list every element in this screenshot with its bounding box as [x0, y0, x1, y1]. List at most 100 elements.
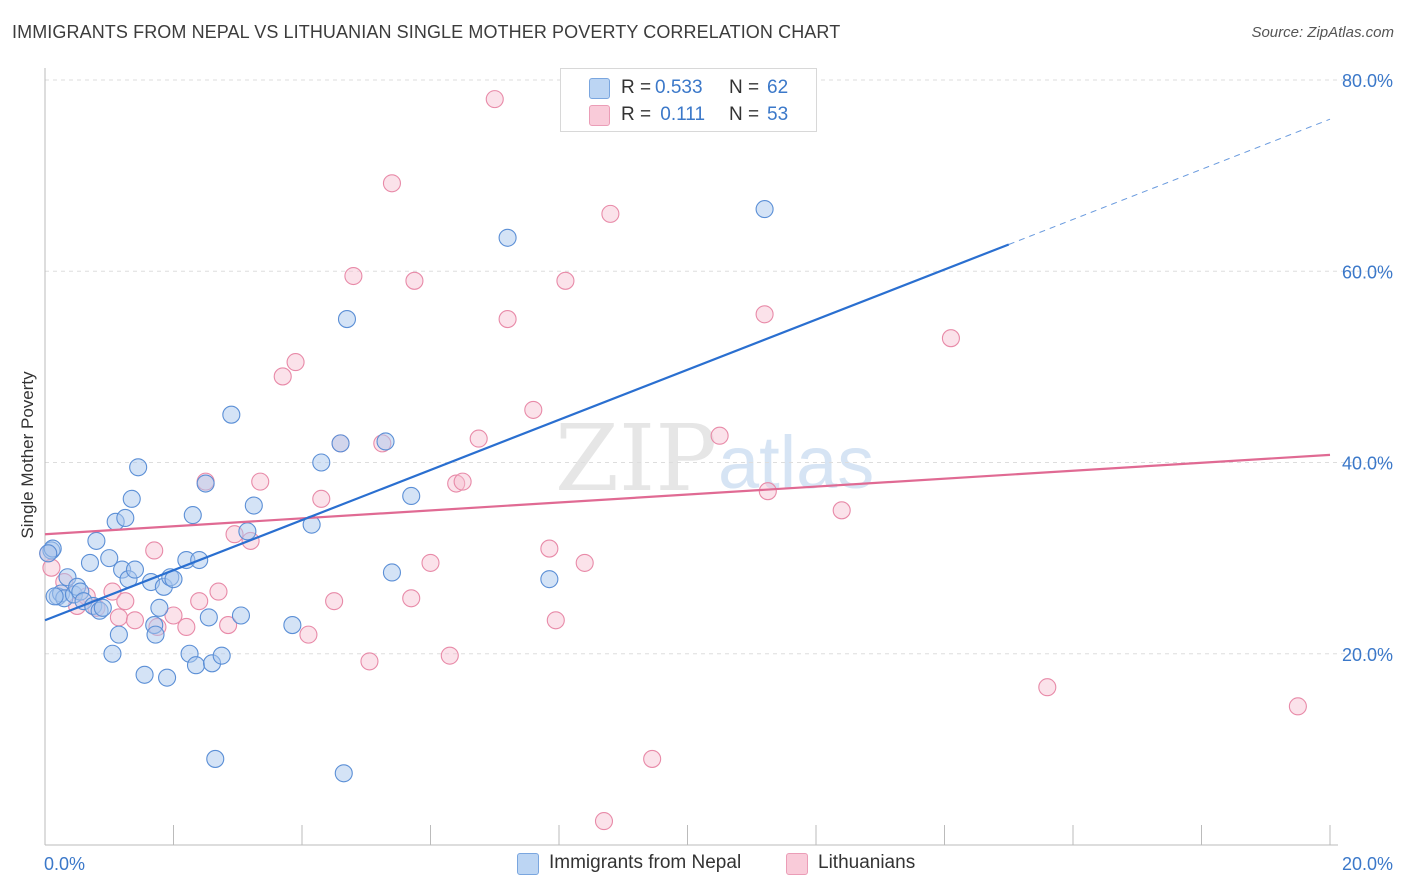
series-legend: Immigrants from Nepal Lithuanians — [0, 852, 1406, 878]
legend-label-nepal: Immigrants from Nepal — [549, 852, 742, 873]
data-point-lithuanians — [360, 652, 379, 671]
legend-swatch-lithuanians — [786, 853, 808, 875]
watermark: ZIP atlas — [555, 405, 874, 512]
data-point-nepal — [129, 458, 148, 477]
legend-r-label: R = — [621, 104, 652, 125]
gridlines — [45, 79, 1392, 655]
legend-r-label: R = — [621, 77, 652, 98]
data-point-lithuanians — [145, 541, 164, 560]
data-point-lithuanians — [219, 616, 238, 635]
data-point-lithuanians — [164, 606, 183, 625]
data-point-lithuanians — [382, 174, 402, 193]
data-point-lithuanians — [556, 271, 575, 290]
data-point-nepal — [116, 508, 135, 528]
data-point-lithuanians — [469, 429, 488, 448]
data-point-nepal — [755, 200, 774, 219]
legend-label-lithuanians: Lithuanians — [818, 852, 916, 873]
trend-lines — [44, 118, 1331, 622]
y-tick-label: 60.0% — [1342, 262, 1393, 282]
data-point-lithuanians — [421, 553, 440, 572]
data-point-lithuanians — [447, 474, 466, 493]
trend-line-nepal — [44, 243, 1010, 622]
legend-n-label: N = — [729, 77, 760, 98]
data-point-lithuanians — [405, 271, 424, 290]
data-point-lithuanians — [440, 646, 459, 665]
data-point-lithuanians — [453, 472, 472, 491]
data-point-lithuanians — [575, 553, 594, 572]
data-point-nepal — [196, 474, 215, 493]
data-point-lithuanians — [109, 608, 128, 627]
y-tick-label: 40.0% — [1342, 454, 1393, 474]
data-point-nepal — [80, 553, 100, 572]
data-point-nepal — [158, 668, 177, 687]
legend-r-value: 0.111 — [655, 104, 706, 125]
data-point-lithuanians — [941, 329, 960, 348]
data-point-nepal — [183, 506, 202, 525]
data-point-lithuanians — [209, 582, 228, 601]
data-point-lithuanians — [402, 589, 421, 608]
data-point-nepal — [376, 432, 395, 451]
data-point-nepal — [135, 665, 154, 684]
correlation-legend: R = 0.533 N = 62 R = 0.111 N = 53 — [560, 68, 817, 132]
data-point-lithuanians — [125, 611, 144, 630]
data-point-lithuanians — [498, 310, 517, 329]
data-point-lithuanians — [177, 617, 196, 637]
x-tick-label: 20.0% — [1342, 854, 1393, 874]
data-point-nepal — [122, 489, 141, 508]
data-point-nepal — [125, 560, 144, 579]
data-point-nepal — [45, 587, 64, 606]
data-point-nepal — [150, 598, 169, 617]
data-point-lithuanians — [524, 400, 543, 419]
data-point-lithuanians — [643, 749, 662, 768]
data-point-nepal — [312, 453, 331, 472]
data-point-lithuanians — [299, 625, 318, 644]
data-point-nepal — [186, 656, 206, 675]
y-tick-label: 80.0% — [1342, 71, 1393, 91]
legend-n-value: 62 — [767, 77, 789, 98]
data-point-lithuanians — [758, 482, 777, 501]
legend-swatch-nepal — [589, 78, 610, 99]
data-point-nepal — [283, 616, 302, 635]
legend-n-label: N = — [729, 104, 760, 125]
data-point-nepal — [244, 496, 263, 515]
data-point-lithuanians — [601, 204, 620, 223]
data-point-nepal — [212, 646, 231, 665]
data-point-lithuanians — [1288, 697, 1307, 716]
data-point-nepal — [498, 228, 517, 247]
data-point-nepal — [109, 625, 128, 644]
data-point-nepal — [222, 405, 241, 424]
data-point-nepal — [238, 522, 257, 541]
data-point-nepal — [231, 606, 251, 625]
data-point-lithuanians — [273, 367, 292, 386]
data-point-lithuanians — [594, 812, 614, 831]
data-point-lithuanians — [190, 592, 209, 611]
data-point-nepal — [93, 598, 112, 617]
trend-line-nepal-extension — [1008, 118, 1331, 245]
axes — [44, 68, 1338, 846]
data-point-lithuanians — [286, 353, 305, 372]
data-point-lithuanians — [832, 501, 851, 520]
data-point-lithuanians — [1038, 678, 1057, 697]
data-point-lithuanians — [312, 489, 331, 508]
data-point-lithuanians — [251, 472, 270, 491]
data-point-nepal — [103, 644, 122, 663]
data-point-lithuanians — [540, 539, 559, 558]
x-tick-label: 0.0% — [44, 854, 85, 874]
data-point-nepal — [334, 764, 353, 783]
data-point-nepal — [87, 531, 106, 550]
data-point-nepal — [540, 570, 559, 589]
data-point-nepal — [146, 625, 165, 644]
data-point-lithuanians — [325, 592, 344, 611]
legend-r-value: 0.533 — [655, 77, 703, 98]
data-point-lithuanians — [116, 592, 135, 611]
chart-title: IMMIGRANTS FROM NEPAL VS LITHUANIAN SING… — [12, 22, 841, 42]
source-credit: Source: ZipAtlas.com — [1251, 24, 1394, 41]
data-point-lithuanians — [344, 266, 363, 286]
series-nepal — [39, 200, 774, 783]
data-point-lithuanians — [755, 305, 774, 324]
data-point-lithuanians — [485, 90, 504, 109]
data-point-nepal — [199, 608, 218, 627]
x-tick-labels: 0.0% 20.0% — [44, 854, 1393, 874]
data-point-lithuanians — [546, 611, 565, 630]
